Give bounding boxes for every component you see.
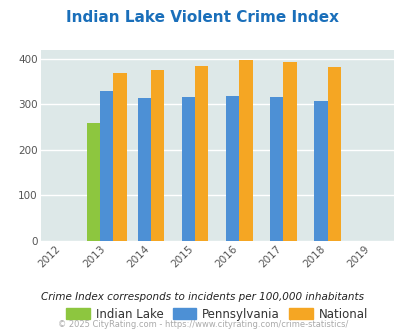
Text: © 2025 CityRating.com - https://www.cityrating.com/crime-statistics/: © 2025 CityRating.com - https://www.city…: [58, 320, 347, 329]
Bar: [283, 62, 296, 241]
Text: Indian Lake Violent Crime Index: Indian Lake Violent Crime Index: [66, 10, 339, 25]
Bar: [181, 97, 195, 241]
Text: Crime Index corresponds to incidents per 100,000 inhabitants: Crime Index corresponds to incidents per…: [41, 292, 364, 302]
Legend: Indian Lake, Pennsylvania, National: Indian Lake, Pennsylvania, National: [62, 304, 371, 324]
Bar: [137, 98, 151, 241]
Bar: [269, 97, 283, 241]
Bar: [100, 91, 113, 241]
Bar: [327, 67, 340, 241]
Bar: [195, 66, 208, 241]
Bar: [87, 123, 100, 241]
Bar: [313, 101, 327, 241]
Bar: [151, 70, 164, 241]
Bar: [226, 96, 239, 241]
Bar: [239, 60, 252, 241]
Bar: [113, 73, 126, 241]
